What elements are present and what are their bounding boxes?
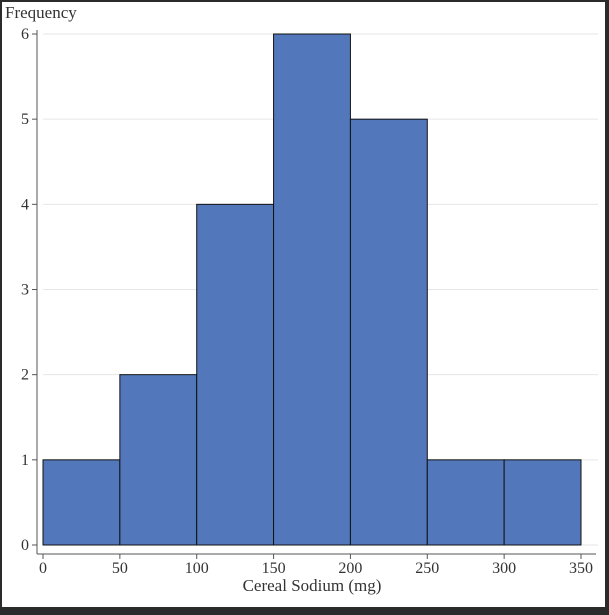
x-tick-label-300: 300: [492, 560, 516, 577]
y-tick-label-5: 5: [21, 111, 29, 128]
histogram-bar-150-200: [273, 33, 351, 546]
axis-layer: 0 1 2 3 4 5 6 0 50 100 150 200 250 300 350: [21, 26, 596, 577]
y-tick-label-3: 3: [21, 282, 29, 299]
y-axis-title: Frequency: [5, 3, 77, 22]
histogram-bar-100-150: [196, 203, 275, 546]
x-tick-label-250: 250: [415, 560, 439, 577]
bar-layer: [42, 33, 582, 546]
y-tick-label-4: 4: [21, 196, 29, 213]
x-tick-label-0: 0: [39, 560, 47, 577]
x-tick-label-100: 100: [185, 560, 209, 577]
x-axis-title: Cereal Sodium (mg): [243, 576, 382, 595]
x-tick-label-50: 50: [112, 560, 128, 577]
y-tick-label-1: 1: [21, 452, 29, 469]
x-tick-label-150: 150: [262, 560, 286, 577]
x-tick-label-350: 350: [569, 560, 593, 577]
histogram-bar-0-50: [42, 459, 121, 546]
y-tick-label-2: 2: [21, 367, 29, 384]
y-tick-label-6: 6: [21, 26, 29, 43]
histogram-chart: 0 1 2 3 4 5 6 0 50 100 150 200 250 300 350 Frequency C…: [5, 3, 598, 595]
histogram-bar-300-350: [503, 459, 582, 546]
histogram-bar-50-100: [119, 374, 198, 546]
chart-canvas: 0 1 2 3 4 5 6 0 50 100 150 200 250 300 350 Frequency C…: [2, 2, 605, 607]
histogram-bar-250-300: [426, 459, 505, 546]
x-tick-label-200: 200: [338, 560, 362, 577]
y-tick-label-0: 0: [21, 537, 29, 554]
histogram-bar-200-250: [349, 118, 428, 546]
